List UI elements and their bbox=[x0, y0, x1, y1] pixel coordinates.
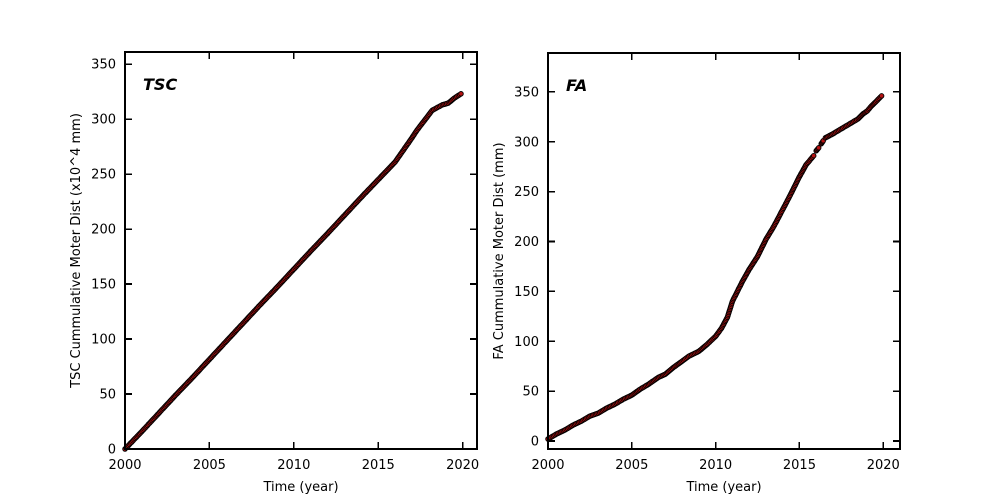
x-tick-label: 2015 bbox=[783, 458, 816, 473]
x-tick-label: 2020 bbox=[446, 458, 479, 473]
y-tick-label: 200 bbox=[514, 235, 539, 250]
y-axis-label: FA Cummulative Moter Dist (mm) bbox=[492, 142, 507, 359]
y-tick-label: 300 bbox=[514, 135, 539, 150]
plot-title: TSC bbox=[143, 75, 177, 94]
x-tick-label: 2005 bbox=[193, 458, 226, 473]
x-tick-label: 2005 bbox=[615, 458, 648, 473]
y-tick-label: 0 bbox=[108, 443, 116, 458]
y-tick-label: 100 bbox=[514, 335, 539, 350]
data-point bbox=[815, 145, 822, 151]
x-tick-label: 2010 bbox=[699, 458, 732, 473]
y-axis-label: TSC Cummulative Moter Dist (x10^4 mm) bbox=[69, 113, 84, 389]
y-tick-label: 250 bbox=[91, 168, 116, 183]
y-tick-label: 250 bbox=[514, 185, 539, 200]
y-tick-label: 100 bbox=[91, 333, 116, 348]
x-axis-label: Time (year) bbox=[685, 480, 761, 495]
y-tick-label: 350 bbox=[91, 58, 116, 73]
x-axis-label: Time (year) bbox=[262, 480, 338, 495]
y-tick-label: 200 bbox=[91, 223, 116, 238]
x-tick-label: 2000 bbox=[108, 458, 141, 473]
x-tick-label: 2020 bbox=[867, 458, 900, 473]
plot-title: FA bbox=[566, 76, 587, 95]
data-point bbox=[458, 91, 464, 97]
x-tick-label: 2010 bbox=[277, 458, 310, 473]
x-tick-label: 2000 bbox=[531, 458, 564, 473]
y-tick-label: 50 bbox=[522, 385, 539, 400]
y-tick-label: 150 bbox=[514, 285, 539, 300]
y-tick-label: 0 bbox=[531, 435, 539, 450]
y-tick-label: 50 bbox=[99, 388, 116, 403]
plot-spines bbox=[547, 52, 901, 450]
y-tick-label: 300 bbox=[91, 113, 116, 128]
data-series bbox=[122, 91, 464, 452]
data-point bbox=[810, 152, 817, 159]
axes-fa: 2000 2005 2010 2015 2020 0 50 100 150 200 250 300 35… bbox=[492, 52, 901, 495]
axes-tsc: 2000 2005 2010 2015 2020 0 50 100 150 200 250 300 35… bbox=[69, 51, 479, 495]
data-point bbox=[878, 93, 885, 99]
data-series bbox=[545, 93, 885, 442]
y-tick-label: 150 bbox=[91, 278, 116, 293]
x-tick-label: 2015 bbox=[362, 458, 395, 473]
y-tick-label: 350 bbox=[514, 85, 539, 100]
